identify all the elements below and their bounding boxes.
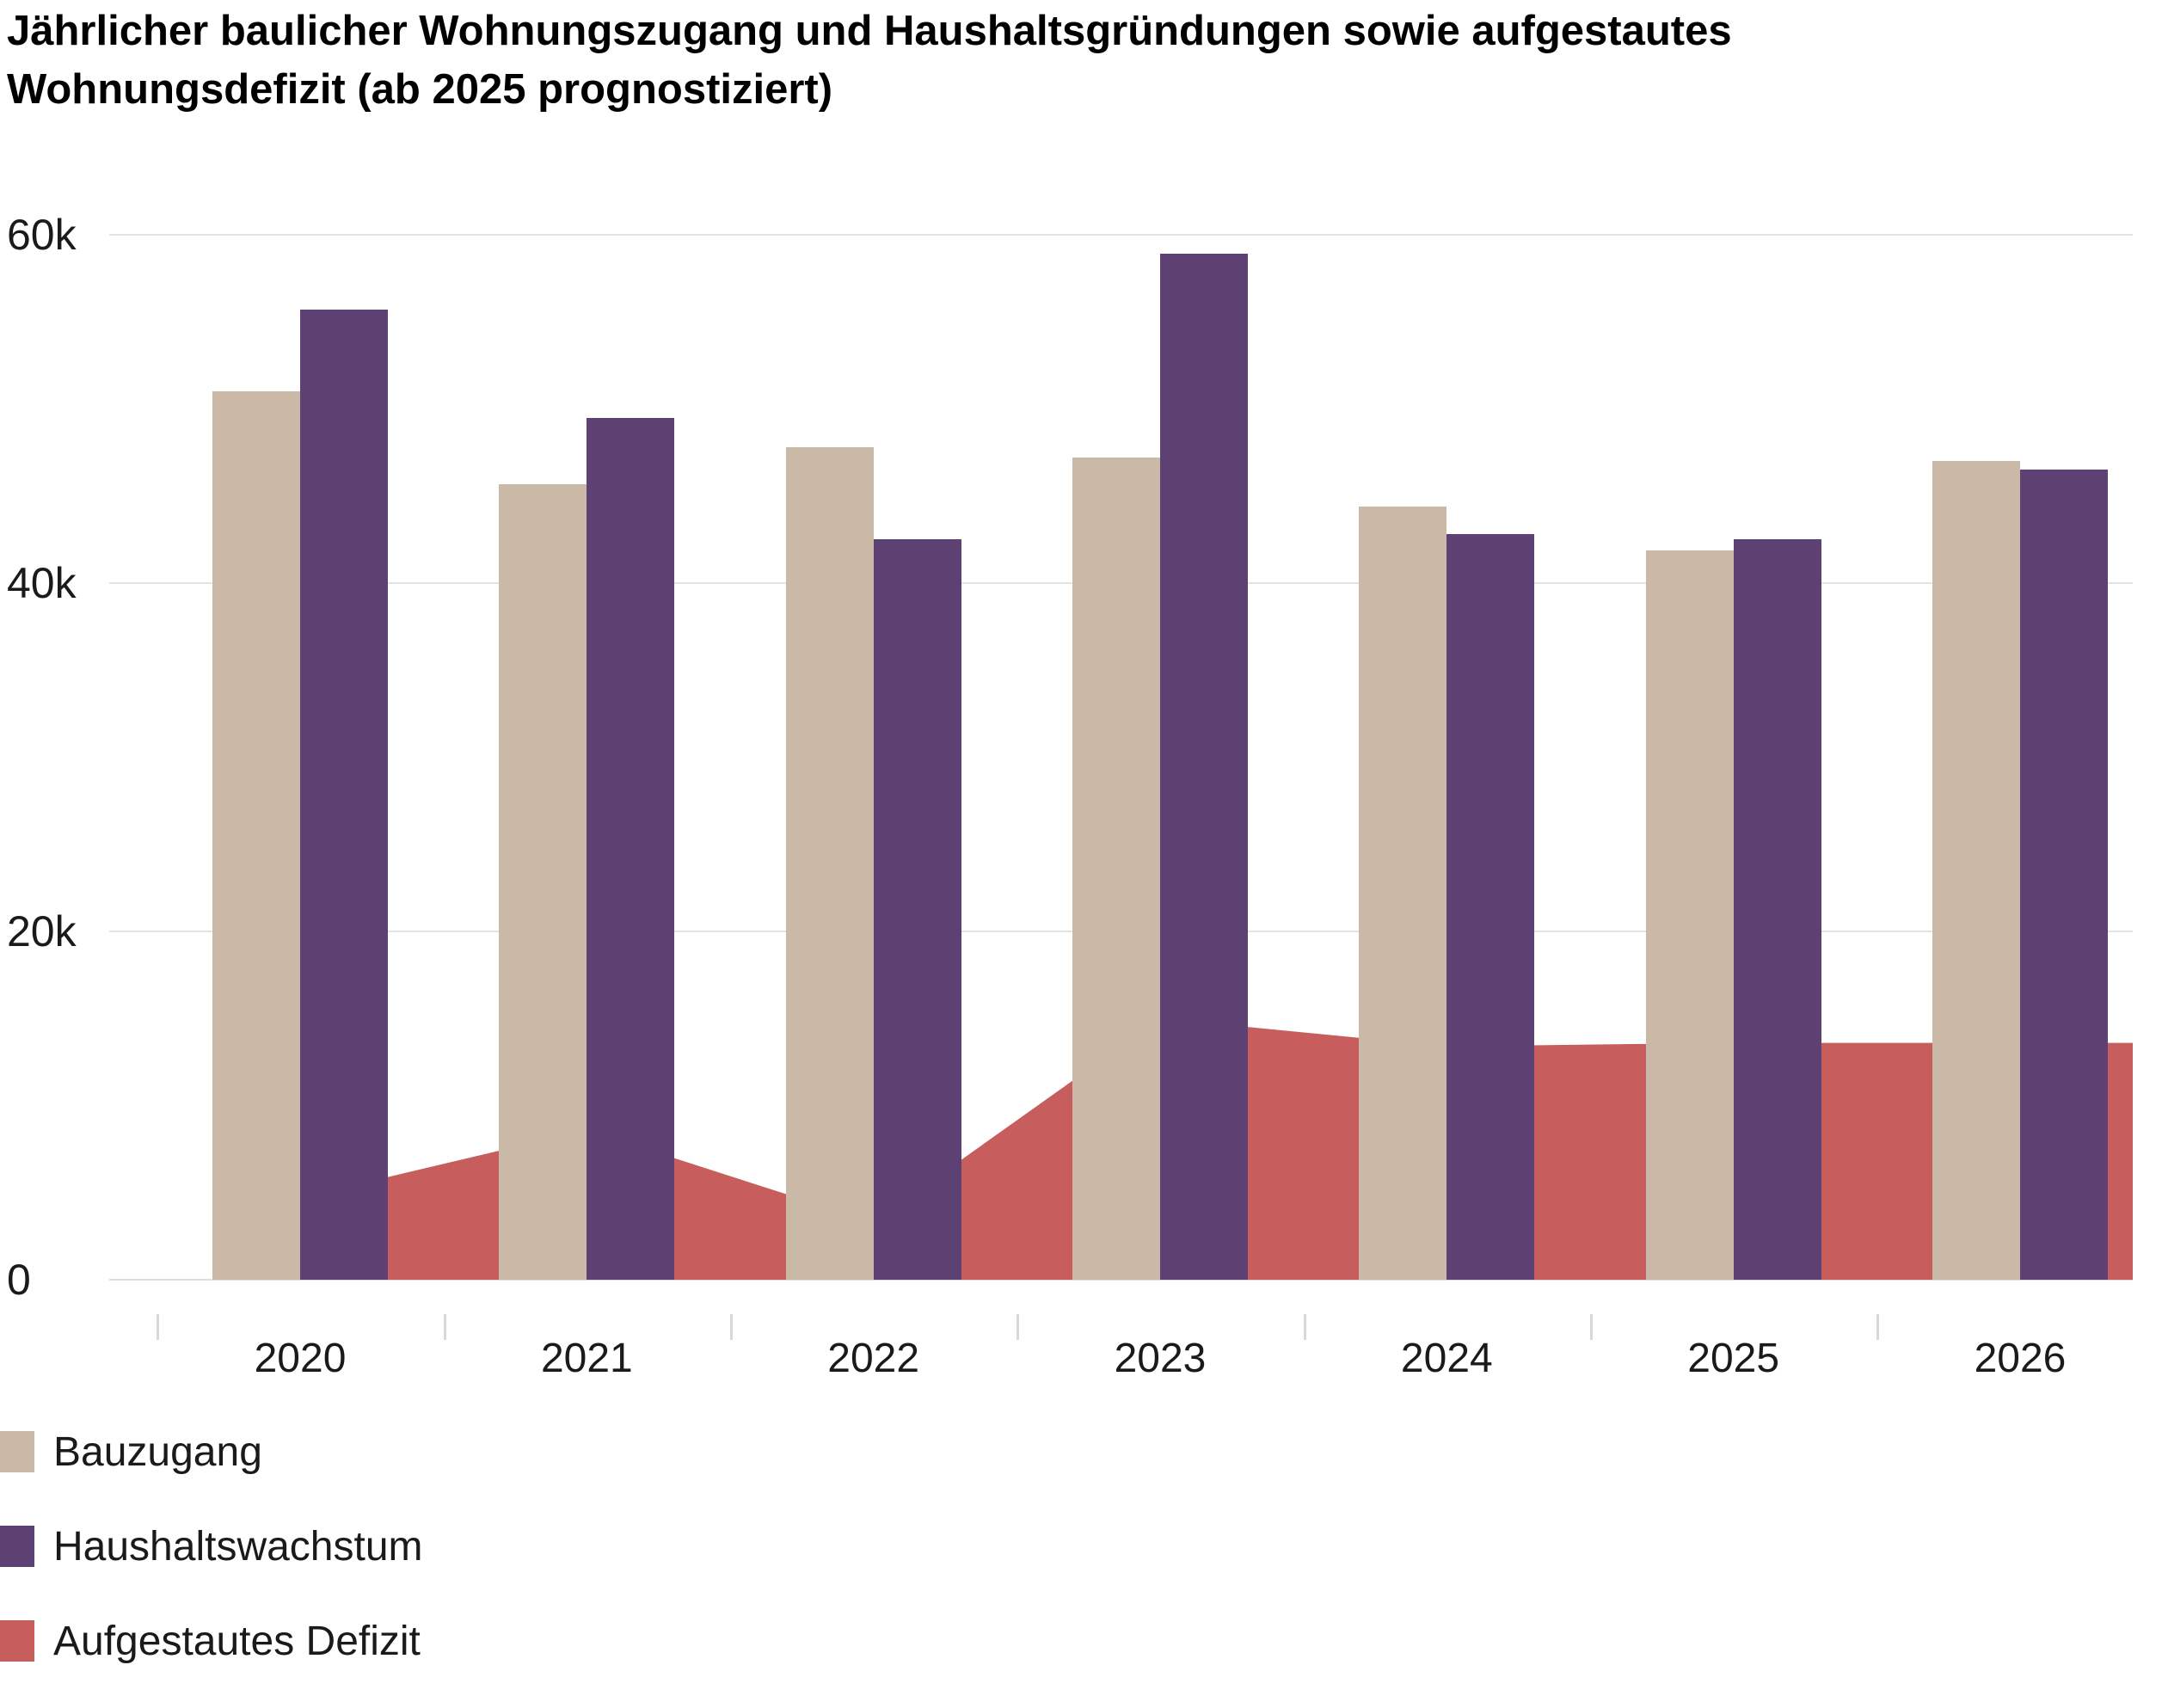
bar-haushaltswachstum-2020[interactable] — [300, 310, 388, 1280]
legend-swatch-aufgestautes-defizit — [0, 1620, 34, 1662]
x-axis-label-2022: 2022 — [827, 1336, 920, 1381]
x-axis-tick — [1017, 1314, 1020, 1340]
legend-item-haushaltswachstum[interactable]: Haushaltswachstum — [0, 1522, 423, 1570]
y-axis-label-40k: 40k — [7, 559, 77, 607]
legend-item-bauzugang[interactable]: Bauzugang — [0, 1428, 262, 1476]
x-axis-tick — [443, 1314, 446, 1340]
x-axis-label-2021: 2021 — [540, 1336, 633, 1381]
x-axis-tick — [1303, 1314, 1306, 1340]
x-axis-tick — [1876, 1314, 1880, 1340]
x-axis-tick — [157, 1314, 160, 1340]
legend-label-haushaltswachstum: Haushaltswachstum — [53, 1523, 423, 1570]
legend-label-bauzugang: Bauzugang — [53, 1428, 262, 1475]
x-axis-label-2024: 2024 — [1400, 1336, 1493, 1381]
bar-bauzugang-2023[interactable] — [1072, 458, 1160, 1280]
x-axis-tick — [1589, 1314, 1593, 1340]
legend-swatch-haushaltswachstum — [0, 1526, 34, 1567]
bar-bauzugang-2026[interactable] — [1932, 461, 2020, 1280]
bar-bauzugang-2020[interactable] — [212, 391, 300, 1280]
x-axis-label-2026: 2026 — [1974, 1336, 2067, 1381]
bar-haushaltswachstum-2025[interactable] — [1733, 539, 1821, 1280]
legend-swatch-bauzugang — [0, 1431, 34, 1472]
x-axis-label-2025: 2025 — [1687, 1336, 1780, 1381]
bar-haushaltswachstum-2023[interactable] — [1159, 254, 1248, 1280]
chart-title-line2: Wohnungsdefizit (ab 2025 prognostiziert) — [7, 66, 833, 113]
legend-item-aufgestautes-defizit[interactable]: Aufgestautes Defizit — [0, 1617, 421, 1665]
gridline-60k — [109, 234, 2133, 236]
x-axis-label-2023: 2023 — [1114, 1336, 1207, 1381]
bar-bauzugang-2024[interactable] — [1359, 506, 1447, 1280]
bar-bauzugang-2022[interactable] — [785, 447, 874, 1280]
x-axis-label-2020: 2020 — [254, 1336, 347, 1381]
y-axis-label-60k: 60k — [7, 211, 77, 259]
y-axis-label-20k: 20k — [7, 907, 77, 955]
bar-bauzugang-2021[interactable] — [499, 483, 587, 1280]
chart-title-line1: Jährlicher baulicher Wohnungszugang und … — [7, 8, 1732, 54]
bar-haushaltswachstum-2021[interactable] — [587, 417, 675, 1280]
bar-haushaltswachstum-2022[interactable] — [873, 539, 961, 1280]
y-axis-label-0: 0 — [7, 1256, 31, 1304]
x-axis-tick — [729, 1314, 733, 1340]
bar-haushaltswachstum-2026[interactable] — [2019, 470, 2108, 1280]
bar-haushaltswachstum-2024[interactable] — [1446, 534, 1535, 1280]
legend-label-aufgestautes-defizit: Aufgestautes Defizit — [53, 1618, 421, 1664]
bar-bauzugang-2025[interactable] — [1645, 550, 1734, 1280]
